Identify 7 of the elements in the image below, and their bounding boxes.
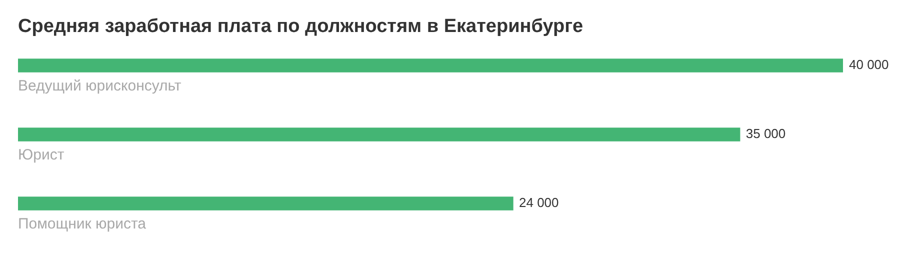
data-label: 24 000 (519, 195, 559, 210)
chart-title: Средняя заработная плата по должностям в Екатеринбурге (18, 16, 584, 38)
data-label: 35 000 (746, 126, 786, 142)
y-tick-label: Ведущий юрисконсульт (18, 78, 182, 95)
data-label: 40 000 (849, 57, 889, 72)
y-tick-label: Юрист (18, 146, 64, 164)
y-tick-label: Помощник юриста (18, 216, 147, 233)
